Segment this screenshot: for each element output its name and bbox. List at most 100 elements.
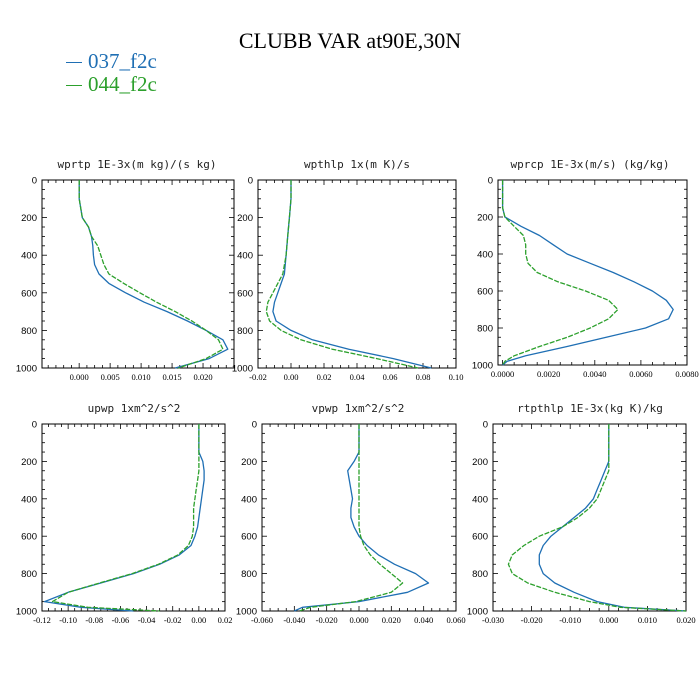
plot-frame xyxy=(41,423,226,612)
x-tick-label: -0.08 xyxy=(85,615,103,625)
y-tick-label: 200 xyxy=(472,457,488,468)
series-line-044_f2c xyxy=(78,180,224,369)
series-line-044_f2c xyxy=(265,180,419,369)
x-tick-label: -0.030 xyxy=(482,615,504,625)
panel-2: wpthlp 1x(m K)/s 0 200 400 600 800 1000-0.02 0.… xyxy=(232,158,464,382)
y-tick-label: 1000 xyxy=(232,364,253,375)
x-tick-label: 0.000 xyxy=(70,372,89,382)
panel-title: vpwp 1xm^2/s^2 xyxy=(312,402,405,415)
series-line-037_f2c xyxy=(538,424,687,612)
legend-label-037: 037_f2c xyxy=(88,49,157,73)
y-tick-label: 600 xyxy=(21,532,37,543)
series-line-037_f2c xyxy=(501,180,674,366)
y-tick-label: 400 xyxy=(21,494,37,505)
y-tick-label: 0 xyxy=(248,176,253,187)
plot-frame xyxy=(497,179,688,366)
panel-1: wprtp 1E-3x(m kg)/(s kg) 0 200 400 600 800 100… xyxy=(16,158,235,382)
x-tick-label: 0.040 xyxy=(414,615,433,625)
legend-swatch-037 xyxy=(66,62,82,63)
x-tick-label: -0.010 xyxy=(559,615,581,625)
y-tick-label: 0 xyxy=(488,176,493,187)
y-tick-label: 0 xyxy=(32,420,37,431)
y-tick-label: 200 xyxy=(21,213,37,224)
panel-5: vpwp 1xm^2/s^2 0 200 400 600 800 1000-0.060 -0.… xyxy=(236,402,466,625)
x-tick-label: -0.02 xyxy=(164,615,182,625)
series-line-044_f2c xyxy=(507,424,687,612)
x-tick-label: 0.04 xyxy=(350,372,366,382)
x-tick-label: -0.12 xyxy=(33,615,51,625)
y-tick-label: 0 xyxy=(32,176,37,187)
y-tick-label: 800 xyxy=(241,569,257,580)
x-tick-label: 0.0000 xyxy=(491,369,514,379)
x-tick-label: 0.005 xyxy=(101,372,120,382)
y-tick-label: 1000 xyxy=(236,607,257,618)
panel-4: upwp 1xm^2/s^2 0 200 400 600 800 1000-0.12 -0.1… xyxy=(16,402,233,625)
x-tick-label: -0.060 xyxy=(251,615,273,625)
x-tick-label: 0.10 xyxy=(449,372,464,382)
x-tick-label: 0.020 xyxy=(676,615,695,625)
y-tick-label: 200 xyxy=(241,457,257,468)
y-tick-label: 200 xyxy=(21,457,37,468)
series-line-037_f2c xyxy=(43,424,205,612)
x-tick-label: 0.02 xyxy=(218,615,233,625)
x-tick-label: 0.010 xyxy=(132,372,151,382)
panel-title: upwp 1xm^2/s^2 xyxy=(88,402,181,415)
series-line-037_f2c xyxy=(78,180,229,369)
y-tick-label: 800 xyxy=(237,326,253,337)
x-tick-label: -0.020 xyxy=(316,615,338,625)
legend: 037_f2c 044_f2c xyxy=(66,49,157,96)
legend-item-037: 037_f2c xyxy=(66,49,157,73)
x-tick-label: 0.000 xyxy=(349,615,368,625)
plot-frame xyxy=(41,179,235,369)
x-tick-label: 0.0060 xyxy=(629,369,652,379)
x-tick-label: 0.010 xyxy=(638,615,657,625)
y-tick-label: 200 xyxy=(237,213,253,224)
x-tick-label: -0.10 xyxy=(59,615,77,625)
y-tick-label: 600 xyxy=(477,287,493,298)
y-tick-label: 1000 xyxy=(472,361,493,372)
x-tick-label: -0.04 xyxy=(138,615,156,625)
panel-title: wpthlp 1x(m K)/s xyxy=(304,158,410,171)
legend-label-044: 044_f2c xyxy=(88,72,157,96)
x-tick-label: 0.08 xyxy=(416,372,431,382)
x-tick-label: 0.020 xyxy=(193,372,212,382)
y-tick-label: 800 xyxy=(477,324,493,335)
panel-title: wprtp 1E-3x(m kg)/(s kg) xyxy=(58,158,217,171)
x-tick-label: 0.0040 xyxy=(583,369,606,379)
x-tick-label: 0.02 xyxy=(317,372,332,382)
series-line-044_f2c xyxy=(298,424,404,612)
x-tick-label: -0.040 xyxy=(283,615,305,625)
y-tick-label: 200 xyxy=(477,213,493,224)
y-tick-label: 1000 xyxy=(16,364,37,375)
y-tick-label: 800 xyxy=(21,569,37,580)
plot-frame xyxy=(257,179,457,369)
x-tick-label: -0.06 xyxy=(112,615,130,625)
x-tick-label: 0.020 xyxy=(382,615,401,625)
panel-3: wprcp 1E-3x(m/s) (kg/kg) 0 200 400 600 800 100… xyxy=(472,158,699,379)
y-tick-label: 0 xyxy=(252,420,257,431)
x-tick-label: 0.015 xyxy=(163,372,182,382)
y-tick-label: 400 xyxy=(21,251,37,262)
series-line-044_f2c xyxy=(51,424,200,612)
x-tick-label: 0.00 xyxy=(191,615,206,625)
y-tick-label: 600 xyxy=(241,532,257,543)
panel-6: rtpthlp 1E-3x(kg K)/kg02004006008001000-… xyxy=(467,402,696,625)
figure-title: CLUBB VAR at90E,30N xyxy=(238,28,462,53)
y-tick-label: 400 xyxy=(237,251,253,262)
y-tick-label: 600 xyxy=(237,288,253,299)
panel-title: wprcp 1E-3x(m/s) (kg/kg) xyxy=(511,158,670,171)
x-tick-label: -0.020 xyxy=(521,615,543,625)
x-tick-label: -0.02 xyxy=(249,372,267,382)
y-tick-label: 600 xyxy=(21,288,37,299)
x-tick-label: 0.0080 xyxy=(675,369,698,379)
series-line-037_f2c xyxy=(294,424,430,612)
series-line-037_f2c xyxy=(272,180,432,369)
y-tick-label: 400 xyxy=(241,494,257,505)
x-tick-label: 0.06 xyxy=(383,372,398,382)
legend-swatch-044 xyxy=(66,85,82,86)
x-tick-label: 0.0020 xyxy=(537,369,560,379)
y-tick-label: 1000 xyxy=(467,607,488,618)
y-tick-label: 1000 xyxy=(16,607,37,618)
y-tick-label: 400 xyxy=(472,494,488,505)
